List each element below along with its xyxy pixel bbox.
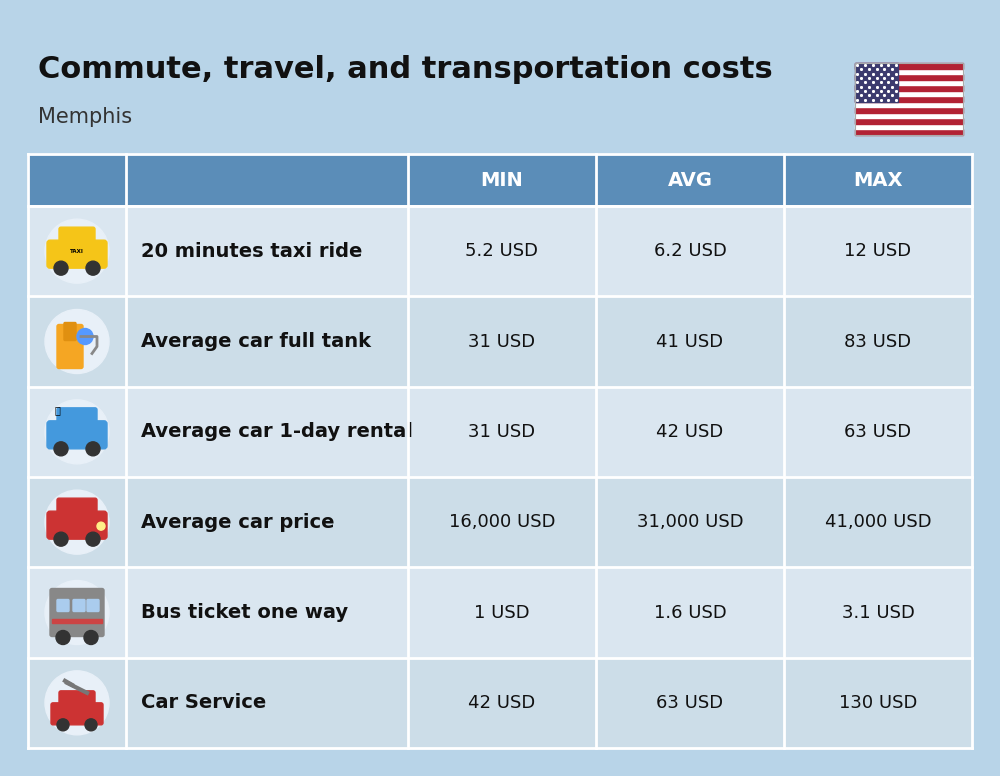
Bar — [855, 63, 963, 68]
Bar — [855, 102, 963, 107]
Circle shape — [86, 532, 100, 546]
Circle shape — [54, 442, 68, 456]
Bar — [855, 113, 963, 119]
FancyBboxPatch shape — [51, 703, 103, 725]
FancyBboxPatch shape — [59, 227, 95, 245]
Text: 31 USD: 31 USD — [468, 332, 536, 351]
Text: 6.2 USD: 6.2 USD — [654, 242, 726, 260]
Text: TAXI: TAXI — [70, 248, 84, 254]
Text: 🔑: 🔑 — [54, 405, 60, 415]
Text: 31 USD: 31 USD — [468, 423, 536, 441]
Text: Average car full tank: Average car full tank — [141, 332, 371, 351]
Text: 41,000 USD: 41,000 USD — [825, 513, 931, 531]
Text: AVG: AVG — [668, 171, 712, 189]
Circle shape — [56, 630, 70, 645]
Circle shape — [45, 219, 109, 283]
Text: 42 USD: 42 USD — [468, 694, 536, 712]
FancyBboxPatch shape — [57, 498, 97, 516]
Circle shape — [97, 522, 105, 530]
Text: 42 USD: 42 USD — [656, 423, 724, 441]
Bar — [28, 206, 972, 296]
Text: 5.2 USD: 5.2 USD — [465, 242, 538, 260]
Bar — [28, 386, 972, 477]
Bar — [28, 658, 126, 748]
Text: 63 USD: 63 USD — [656, 694, 724, 712]
FancyBboxPatch shape — [73, 600, 85, 611]
FancyBboxPatch shape — [64, 323, 76, 341]
Bar — [28, 477, 972, 567]
Bar — [855, 91, 963, 96]
Circle shape — [84, 630, 98, 645]
Bar — [855, 63, 898, 102]
Text: 31,000 USD: 31,000 USD — [637, 513, 743, 531]
Circle shape — [45, 580, 109, 645]
Bar — [855, 124, 963, 130]
Bar — [28, 658, 972, 748]
Circle shape — [45, 400, 109, 464]
FancyBboxPatch shape — [47, 240, 107, 268]
Circle shape — [45, 670, 109, 735]
Text: MAX: MAX — [853, 171, 903, 189]
FancyBboxPatch shape — [57, 600, 69, 611]
Circle shape — [57, 719, 69, 731]
Text: 130 USD: 130 USD — [839, 694, 917, 712]
Text: 12 USD: 12 USD — [844, 242, 912, 260]
Circle shape — [77, 328, 93, 345]
FancyBboxPatch shape — [87, 600, 99, 611]
Circle shape — [85, 719, 97, 731]
Bar — [28, 206, 126, 296]
Bar — [28, 567, 126, 658]
Bar — [28, 296, 126, 386]
Circle shape — [54, 532, 68, 546]
Text: 1.6 USD: 1.6 USD — [654, 604, 726, 622]
Text: 83 USD: 83 USD — [844, 332, 912, 351]
Text: Bus ticket one way: Bus ticket one way — [141, 603, 348, 622]
FancyBboxPatch shape — [50, 588, 104, 636]
Bar — [28, 386, 126, 477]
Text: 20 minutes taxi ride: 20 minutes taxi ride — [141, 241, 362, 261]
Circle shape — [86, 262, 100, 275]
Circle shape — [45, 310, 109, 373]
Bar — [855, 119, 963, 124]
Text: 41 USD: 41 USD — [656, 332, 724, 351]
Text: Average car 1-day rental: Average car 1-day rental — [141, 422, 413, 442]
FancyBboxPatch shape — [59, 691, 95, 707]
Text: Car Service: Car Service — [141, 693, 266, 712]
Text: 1 USD: 1 USD — [474, 604, 530, 622]
Bar — [52, 618, 102, 622]
Bar — [855, 130, 963, 135]
FancyBboxPatch shape — [57, 408, 97, 426]
FancyBboxPatch shape — [57, 324, 83, 369]
Bar — [28, 477, 126, 567]
Text: MIN: MIN — [481, 171, 523, 189]
Text: 3.1 USD: 3.1 USD — [842, 604, 914, 622]
Bar — [855, 85, 963, 91]
Text: Memphis: Memphis — [38, 107, 132, 127]
Bar — [855, 80, 963, 85]
Circle shape — [54, 262, 68, 275]
Text: Commute, travel, and transportation costs: Commute, travel, and transportation cost… — [38, 55, 773, 84]
Bar — [28, 567, 972, 658]
Circle shape — [86, 442, 100, 456]
Bar — [855, 68, 963, 74]
FancyBboxPatch shape — [47, 421, 107, 449]
Text: 63 USD: 63 USD — [844, 423, 912, 441]
Bar — [855, 107, 963, 113]
Bar — [28, 154, 972, 206]
Bar — [855, 63, 963, 135]
Bar — [855, 74, 963, 80]
Bar — [855, 96, 963, 102]
Text: Average car price: Average car price — [141, 513, 334, 532]
Text: 16,000 USD: 16,000 USD — [449, 513, 555, 531]
Circle shape — [45, 490, 109, 554]
FancyBboxPatch shape — [47, 511, 107, 539]
Bar — [28, 296, 972, 386]
